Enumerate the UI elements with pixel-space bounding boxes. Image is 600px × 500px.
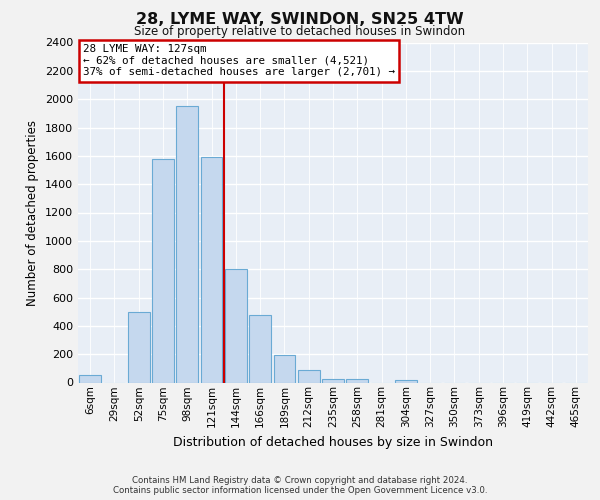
- Bar: [128, 312, 149, 382]
- X-axis label: Distribution of detached houses by size in Swindon: Distribution of detached houses by size …: [173, 436, 493, 448]
- Text: 28, LYME WAY, SWINDON, SN25 4TW: 28, LYME WAY, SWINDON, SN25 4TW: [136, 12, 464, 28]
- Text: 28 LYME WAY: 127sqm
← 62% of detached houses are smaller (4,521)
37% of semi-det: 28 LYME WAY: 127sqm ← 62% of detached ho…: [83, 44, 395, 78]
- Bar: [249, 314, 271, 382]
- Bar: [346, 379, 368, 382]
- Bar: [152, 158, 174, 382]
- Text: Contains HM Land Registry data © Crown copyright and database right 2024.
Contai: Contains HM Land Registry data © Crown c…: [113, 476, 487, 495]
- Bar: [79, 376, 101, 382]
- Bar: [200, 157, 223, 382]
- Bar: [274, 355, 295, 382]
- Y-axis label: Number of detached properties: Number of detached properties: [26, 120, 40, 306]
- Text: Size of property relative to detached houses in Swindon: Size of property relative to detached ho…: [134, 25, 466, 38]
- Bar: [176, 106, 198, 382]
- Bar: [225, 269, 247, 382]
- Bar: [322, 379, 344, 382]
- Bar: [395, 380, 417, 382]
- Bar: [298, 370, 320, 382]
